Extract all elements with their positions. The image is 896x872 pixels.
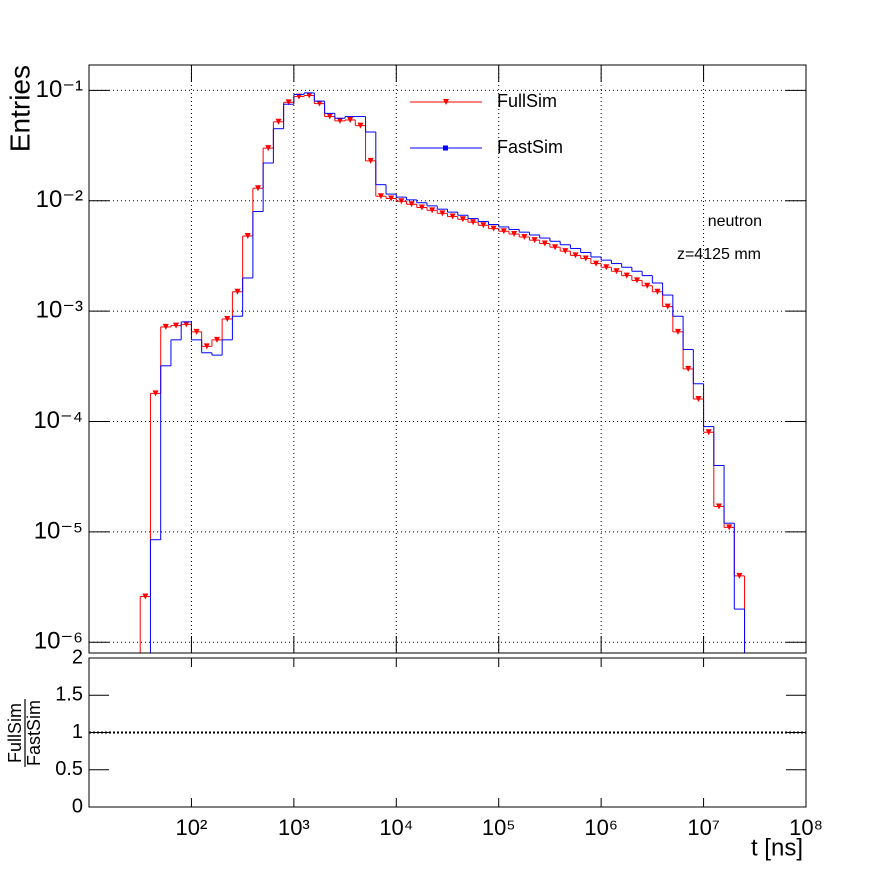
y-tick-label: 10⁻¹	[36, 76, 83, 103]
data-marker	[480, 222, 487, 229]
legend-marker	[443, 145, 448, 151]
data-marker	[429, 207, 436, 214]
y-tick-label: 10⁻⁵	[34, 517, 83, 544]
x-tick-label: 10⁵	[482, 815, 516, 840]
data-marker	[726, 524, 733, 531]
data-marker	[511, 231, 518, 238]
data-marker	[214, 336, 221, 343]
x-tick-label: 10³	[278, 815, 310, 840]
x-axis-label: t [ns]	[751, 834, 803, 861]
x-tick-label: 10⁴	[379, 815, 413, 840]
x-tick-label: 10⁷	[687, 815, 719, 840]
x-tick-label: 10⁸	[789, 815, 823, 840]
legend-label: FullSim	[497, 91, 557, 111]
data-marker	[541, 240, 548, 247]
data-marker	[265, 145, 272, 152]
annotation: z=4125 mm	[677, 246, 761, 263]
data-marker	[203, 343, 210, 350]
data-marker	[572, 252, 579, 259]
upper-frame	[88, 64, 807, 654]
data-marker	[255, 185, 262, 192]
y-tick-label: 10⁻⁴	[33, 407, 83, 434]
data-marker	[224, 315, 231, 322]
data-marker	[377, 193, 384, 200]
annotation: neutron	[708, 213, 762, 230]
data-marker	[552, 244, 559, 251]
data-marker	[531, 237, 538, 244]
data-marker	[490, 225, 497, 232]
x-tick-label: 10⁶	[584, 815, 618, 840]
y-tick-label: 1.5	[55, 684, 83, 706]
x-tick-label: 10²	[176, 815, 208, 840]
data-marker	[562, 248, 569, 255]
data-marker	[162, 323, 169, 330]
data-marker	[654, 288, 661, 295]
data-marker	[459, 216, 466, 223]
y-axis-label: Entries	[4, 65, 35, 152]
ratio-y-label: FullSim FastSim	[5, 699, 44, 767]
plot-area	[139, 92, 746, 653]
y-tick-label: 10⁻²	[36, 186, 83, 213]
data-marker	[736, 572, 743, 579]
data-marker	[593, 260, 600, 267]
data-marker	[336, 117, 343, 124]
data-marker	[306, 92, 313, 99]
data-marker	[173, 322, 180, 329]
data-marker	[316, 100, 323, 107]
data-marker	[674, 328, 681, 335]
legend-label: FastSim	[497, 137, 563, 157]
data-marker	[500, 228, 507, 235]
data-marker	[418, 204, 425, 211]
data-marker	[644, 282, 651, 289]
ratio-denominator: FastSim	[24, 700, 44, 766]
data-marker	[367, 157, 374, 164]
data-marker	[664, 303, 671, 310]
y-tick-label: 10⁻³	[36, 297, 83, 324]
data-marker	[633, 277, 640, 284]
data-marker	[695, 396, 702, 403]
data-marker	[582, 255, 589, 262]
data-marker	[603, 264, 610, 271]
data-marker	[685, 365, 692, 372]
y-tick-label: 1	[72, 721, 83, 743]
data-marker	[295, 93, 302, 100]
data-marker	[142, 593, 149, 600]
legend-marker	[443, 99, 449, 105]
y-tick-label: 2	[72, 646, 83, 668]
data-marker	[623, 272, 630, 279]
y-tick-label: 0	[72, 795, 83, 817]
y-tick-label: 0.5	[55, 758, 83, 780]
ratio-numerator: FullSim	[5, 703, 25, 763]
data-marker	[705, 429, 712, 436]
data-marker	[285, 99, 292, 106]
data-marker	[183, 321, 190, 328]
data-marker	[326, 113, 333, 120]
data-marker	[408, 201, 415, 208]
data-marker	[521, 234, 528, 241]
data-marker	[234, 288, 241, 295]
data-marker	[449, 213, 456, 220]
y-tick-label: 10⁻⁶	[34, 628, 83, 655]
data-marker	[152, 390, 159, 397]
data-marker	[439, 210, 446, 217]
data-marker	[715, 503, 722, 510]
data-marker	[347, 116, 354, 123]
data-marker	[470, 219, 477, 226]
data-marker	[613, 268, 620, 275]
data-marker	[193, 328, 200, 335]
data-marker	[388, 195, 395, 202]
data-marker	[357, 122, 364, 129]
data-marker	[244, 232, 251, 239]
data-marker	[275, 118, 282, 125]
